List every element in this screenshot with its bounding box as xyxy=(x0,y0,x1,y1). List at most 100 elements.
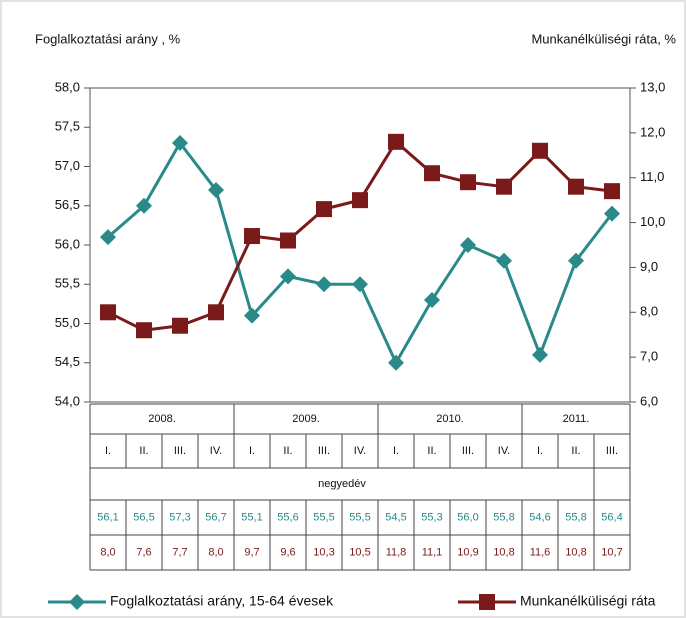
x-tick-label: I. xyxy=(105,445,111,457)
data-label: 10,9 xyxy=(457,546,478,558)
marker xyxy=(532,346,548,363)
year-label: 2011. xyxy=(563,413,590,425)
data-label: 8,0 xyxy=(100,546,115,558)
year-label: 2009. xyxy=(292,413,320,425)
data-label: 10,3 xyxy=(313,546,334,558)
marker xyxy=(172,134,188,151)
data-label: 7,6 xyxy=(136,546,151,558)
legend-label: Foglalkoztatási arány, 15-64 évesek xyxy=(110,593,334,609)
y-tick-label: 54,5 xyxy=(55,354,80,369)
data-label: 9,7 xyxy=(244,546,259,558)
marker xyxy=(460,174,476,191)
data-label: 55,6 xyxy=(277,511,298,523)
y2-tick-label: 8,0 xyxy=(640,304,658,319)
x-tick-label: III. xyxy=(462,445,474,457)
x-tick-label: IV. xyxy=(210,445,222,457)
data-label: 55,3 xyxy=(421,511,442,523)
year-label: 2010. xyxy=(436,413,464,425)
marker xyxy=(424,291,440,308)
marker xyxy=(604,205,620,222)
data-label: 56,5 xyxy=(133,511,154,523)
data-label: 54,5 xyxy=(385,511,406,523)
x-tick-label: III. xyxy=(318,445,330,457)
y2-axis-title: Munkanélküliségi ráta, % xyxy=(531,31,676,46)
x-tick-label: I. xyxy=(537,445,543,457)
data-label: 10,8 xyxy=(493,546,514,558)
x-tick-label: III. xyxy=(606,445,618,457)
data-label: 8,0 xyxy=(208,546,223,558)
data-label: 10,7 xyxy=(601,546,622,558)
marker xyxy=(316,201,332,218)
marker xyxy=(568,178,584,195)
y-tick-label: 54,0 xyxy=(55,393,80,408)
y-tick-label: 55,0 xyxy=(55,315,80,330)
y-tick-label: 55,5 xyxy=(55,276,80,291)
y2-tick-label: 13,0 xyxy=(640,79,665,94)
marker xyxy=(280,268,296,285)
y-tick-label: 57,5 xyxy=(55,119,80,134)
y-tick-label: 56,0 xyxy=(55,236,80,251)
marker xyxy=(244,228,260,245)
y2-tick-label: 12,0 xyxy=(640,124,665,139)
marker xyxy=(352,192,368,209)
x-tick-label: II. xyxy=(571,445,580,457)
y2-tick-label: 6,0 xyxy=(640,393,658,408)
marker xyxy=(208,304,224,321)
marker xyxy=(352,276,368,293)
data-label: 55,5 xyxy=(349,511,370,523)
data-label: 10,8 xyxy=(565,546,586,558)
y-tick-label: 57,0 xyxy=(55,158,80,173)
y2-tick-label: 9,0 xyxy=(640,259,658,274)
y2-tick-label: 7,0 xyxy=(640,349,658,364)
legend-marker xyxy=(69,594,85,610)
marker xyxy=(388,354,404,371)
data-label: 11,1 xyxy=(422,546,443,558)
y-tick-label: 56,5 xyxy=(55,197,80,212)
marker xyxy=(388,133,404,150)
y-tick-label: 58,0 xyxy=(55,79,80,94)
data-label: 55,8 xyxy=(493,511,514,523)
x-tick-label: II. xyxy=(283,445,292,457)
data-label: 55,5 xyxy=(313,511,334,523)
marker xyxy=(172,317,188,334)
marker xyxy=(496,252,512,269)
data-label: 57,3 xyxy=(169,511,190,523)
data-label: 11,8 xyxy=(386,546,407,558)
marker xyxy=(568,252,584,269)
marker xyxy=(100,229,116,246)
marker xyxy=(280,232,296,249)
x-tick-label: I. xyxy=(249,445,255,457)
marker xyxy=(136,322,152,339)
y2-tick-label: 11,0 xyxy=(640,169,664,184)
data-label: 7,7 xyxy=(172,546,187,558)
marker xyxy=(316,276,332,293)
x-tick-label: IV. xyxy=(354,445,366,457)
data-label: 56,4 xyxy=(601,511,622,523)
legend-label: Munkanélküliségi ráta xyxy=(520,593,656,609)
marker xyxy=(100,304,116,321)
data-label: 54,6 xyxy=(529,511,550,523)
marker xyxy=(460,237,476,253)
x-axis-label: negyedév xyxy=(318,478,366,490)
data-label: 55,1 xyxy=(241,511,262,523)
y-axis-title: Foglalkoztatási arány , % xyxy=(35,31,181,46)
marker xyxy=(424,165,440,182)
marker xyxy=(604,183,620,200)
x-tick-label: II. xyxy=(139,445,148,457)
year-label: 2008. xyxy=(148,413,176,425)
data-label: 11,6 xyxy=(530,546,551,558)
data-label: 10,5 xyxy=(349,546,370,558)
x-tick-label: IV. xyxy=(498,445,510,457)
marker xyxy=(136,197,152,214)
data-label: 56,7 xyxy=(205,511,226,523)
x-tick-label: I. xyxy=(393,445,399,457)
data-label: 56,1 xyxy=(97,511,118,523)
y2-tick-label: 10,0 xyxy=(640,214,665,229)
x-tick-label: III. xyxy=(174,445,186,457)
data-label: 9,6 xyxy=(280,546,295,558)
marker xyxy=(244,307,260,324)
data-label: 55,8 xyxy=(565,511,586,523)
marker xyxy=(496,178,512,195)
data-label: 56,0 xyxy=(457,511,478,523)
